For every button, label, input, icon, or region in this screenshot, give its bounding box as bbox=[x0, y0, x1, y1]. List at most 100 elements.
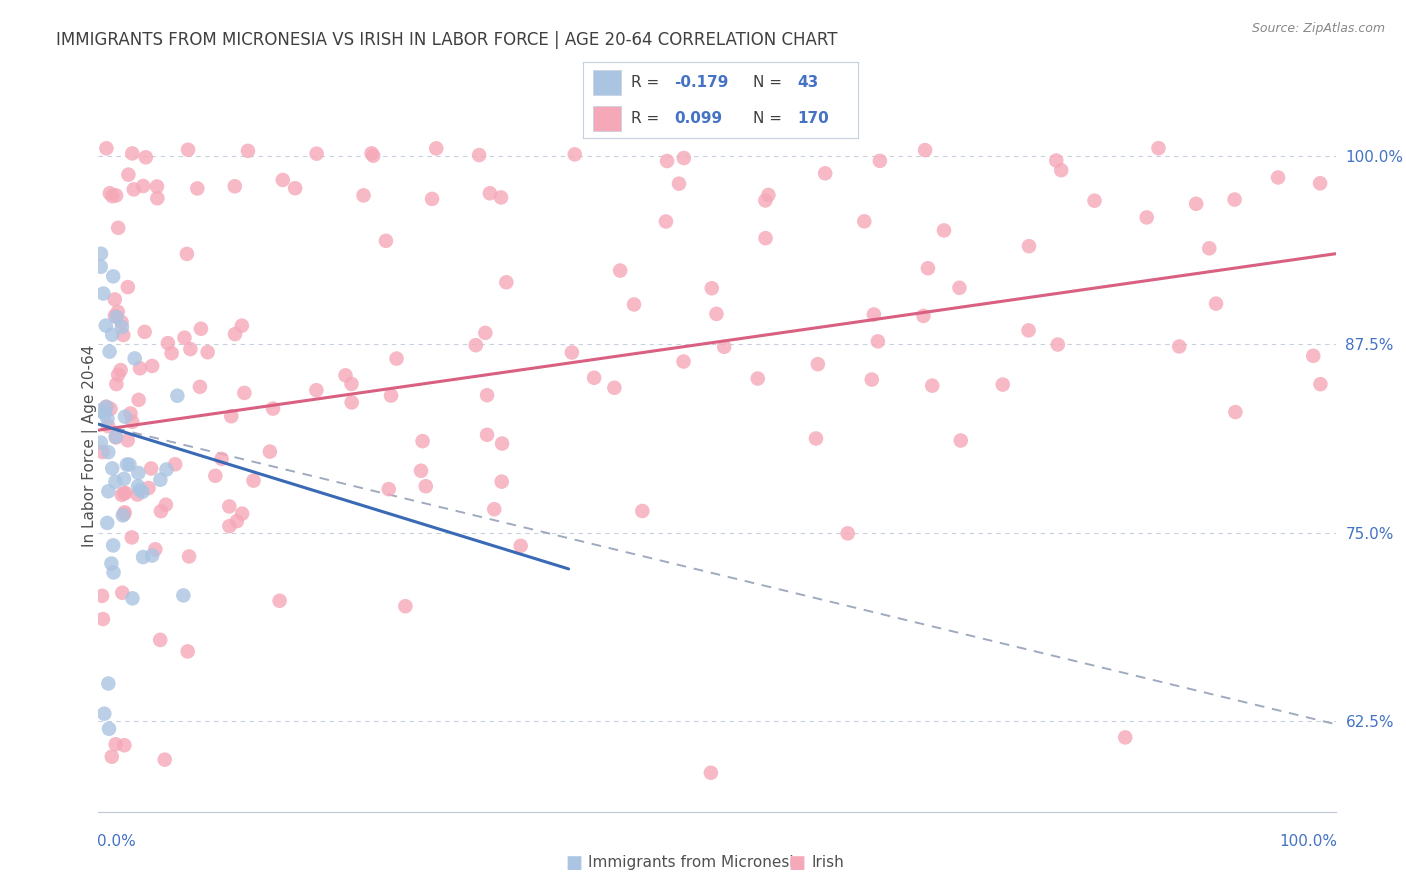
Point bbox=[160, 346, 183, 360]
Point bbox=[132, 179, 155, 194]
Point bbox=[912, 309, 935, 323]
Point bbox=[173, 331, 195, 345]
Point bbox=[107, 305, 129, 319]
Text: -0.179: -0.179 bbox=[673, 75, 728, 90]
Point bbox=[94, 318, 117, 333]
Point bbox=[475, 388, 498, 402]
Point bbox=[135, 150, 157, 164]
Text: 0.0%: 0.0% bbox=[97, 834, 136, 849]
Point bbox=[128, 483, 150, 497]
Point bbox=[491, 436, 513, 450]
Point bbox=[1198, 241, 1220, 255]
Point bbox=[609, 263, 631, 277]
Point bbox=[149, 473, 172, 487]
Point bbox=[353, 188, 375, 202]
Point bbox=[340, 376, 363, 391]
Point bbox=[1083, 194, 1105, 208]
Text: 43: 43 bbox=[797, 75, 818, 90]
Point bbox=[1309, 176, 1331, 190]
Point bbox=[105, 188, 128, 202]
Point bbox=[104, 430, 127, 444]
Point bbox=[380, 388, 402, 402]
Text: N =: N = bbox=[754, 111, 787, 126]
Point bbox=[177, 549, 200, 564]
Point bbox=[127, 479, 149, 493]
Point bbox=[706, 307, 728, 321]
Point bbox=[127, 466, 149, 480]
Point bbox=[91, 612, 114, 626]
Point bbox=[948, 281, 970, 295]
Point bbox=[1050, 163, 1073, 178]
Point bbox=[866, 334, 889, 349]
Point bbox=[96, 141, 118, 155]
Point bbox=[146, 191, 169, 205]
Point bbox=[90, 260, 112, 274]
Point bbox=[104, 475, 127, 489]
Point bbox=[96, 400, 118, 414]
Point bbox=[155, 462, 177, 476]
Point bbox=[225, 514, 247, 528]
Point bbox=[495, 275, 517, 289]
Point bbox=[1018, 323, 1040, 337]
Point bbox=[111, 488, 134, 502]
Point bbox=[478, 186, 501, 201]
Point bbox=[103, 566, 125, 580]
Point bbox=[176, 247, 198, 261]
Point bbox=[114, 409, 136, 424]
Point bbox=[107, 220, 129, 235]
Point bbox=[700, 765, 723, 780]
Point bbox=[98, 722, 121, 736]
Point bbox=[921, 378, 943, 392]
Point bbox=[425, 141, 447, 155]
Point bbox=[1147, 141, 1170, 155]
Point bbox=[117, 168, 139, 182]
Point bbox=[262, 401, 284, 416]
Point bbox=[124, 351, 146, 366]
Point bbox=[1205, 296, 1227, 310]
Point bbox=[141, 549, 163, 563]
Point bbox=[149, 504, 172, 518]
Y-axis label: In Labor Force | Age 20-64: In Labor Force | Age 20-64 bbox=[82, 345, 98, 547]
Point bbox=[115, 458, 138, 472]
Text: 0.099: 0.099 bbox=[673, 111, 723, 126]
Point bbox=[134, 325, 156, 339]
Point bbox=[269, 594, 291, 608]
Point bbox=[112, 328, 135, 343]
Point bbox=[655, 214, 678, 228]
Point bbox=[177, 143, 200, 157]
Point bbox=[132, 550, 155, 565]
Point bbox=[564, 147, 586, 161]
Text: 100.0%: 100.0% bbox=[1279, 834, 1337, 849]
Point bbox=[1302, 349, 1324, 363]
Text: N =: N = bbox=[754, 75, 787, 90]
Point bbox=[121, 146, 143, 161]
Point bbox=[120, 407, 142, 421]
Point bbox=[672, 151, 695, 165]
Point bbox=[138, 481, 160, 495]
Point bbox=[409, 464, 432, 478]
Point bbox=[475, 427, 498, 442]
Point bbox=[1223, 193, 1246, 207]
Point bbox=[104, 293, 127, 307]
Bar bbox=[593, 70, 620, 95]
Point bbox=[111, 320, 134, 334]
Point bbox=[93, 706, 115, 721]
Point bbox=[837, 526, 859, 541]
Point bbox=[672, 354, 695, 368]
Point bbox=[121, 591, 143, 606]
Point bbox=[112, 486, 135, 500]
Bar bbox=[593, 105, 620, 130]
Point bbox=[98, 344, 121, 359]
Point bbox=[143, 542, 166, 557]
Point bbox=[224, 179, 246, 194]
Point bbox=[122, 182, 145, 196]
Point bbox=[104, 309, 127, 323]
Text: 170: 170 bbox=[797, 111, 830, 126]
Point bbox=[807, 357, 830, 371]
Text: ■: ■ bbox=[565, 854, 582, 871]
Point bbox=[93, 286, 115, 301]
Point bbox=[489, 190, 512, 204]
Point bbox=[754, 231, 776, 245]
Point bbox=[179, 342, 201, 356]
Point bbox=[121, 530, 143, 544]
